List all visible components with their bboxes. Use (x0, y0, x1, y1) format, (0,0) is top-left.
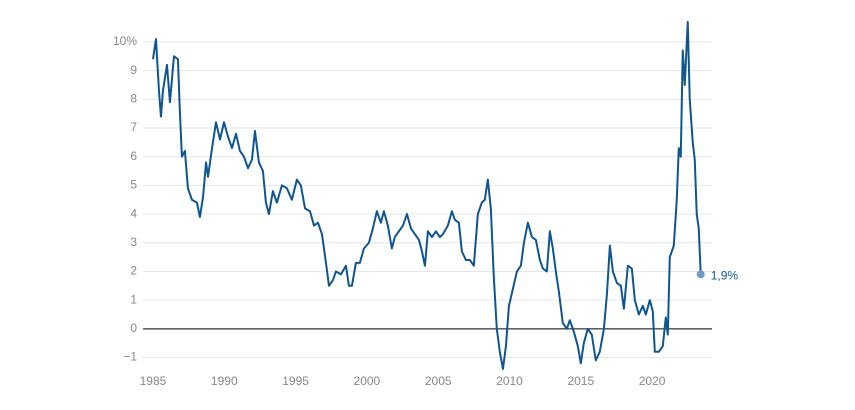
y-tick-label: 1 (130, 292, 137, 306)
y-tick-label: 7 (130, 120, 137, 134)
x-tick-label: 1990 (211, 374, 238, 388)
x-tick-label: 1995 (282, 374, 309, 388)
x-tick-label: 2005 (425, 374, 452, 388)
x-tick-label: 2010 (496, 374, 523, 388)
y-tick-label: 9 (130, 63, 137, 77)
y-tick-label: 5 (130, 178, 137, 192)
y-tick-label: 10% (113, 34, 137, 48)
y-tick-label: −1 (123, 350, 137, 364)
y-tick-label: 2 (130, 264, 137, 278)
end-point (696, 270, 705, 279)
x-tick-label: 2020 (639, 374, 666, 388)
y-tick-label: 0 (130, 321, 137, 335)
y-tick-label: 8 (130, 91, 137, 105)
end-label: 1,9% (711, 268, 739, 282)
x-tick-label: 2015 (567, 374, 594, 388)
y-tick-label: 4 (130, 206, 137, 220)
y-tick-label: 3 (130, 235, 137, 249)
x-tick-label: 2000 (354, 374, 381, 388)
line (151, 20, 702, 370)
x-tick-label: 1985 (140, 374, 167, 388)
y-tick-label: 6 (130, 149, 137, 163)
